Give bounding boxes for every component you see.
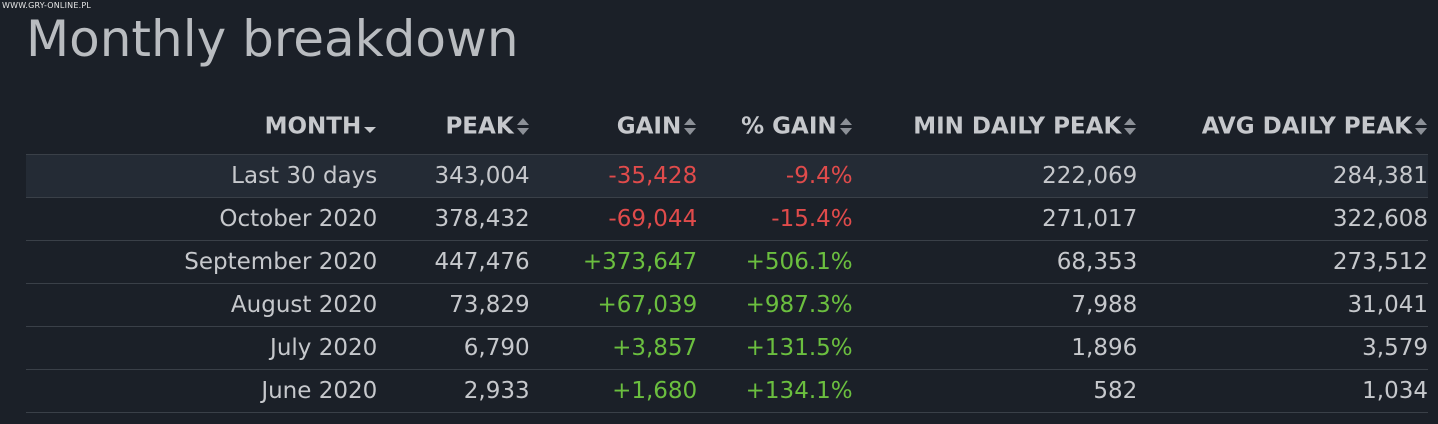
watermark: WWW.GRY-ONLINE.PL	[2, 1, 92, 10]
peak-cell: 378,432	[377, 197, 530, 241]
column-header-label: MONTH	[264, 113, 362, 140]
min-daily-peak-cell: 1,896	[852, 326, 1138, 370]
avg-daily-peak-cell: 273,512	[1137, 240, 1428, 284]
month-cell: October 2020	[26, 197, 378, 241]
percent-gain-cell: +134.1%	[697, 369, 853, 413]
column-header-peak[interactable]: PEAK	[377, 98, 529, 155]
column-header-label: % GAIN	[741, 113, 837, 140]
percent-gain-cell: +131.5%	[697, 326, 853, 370]
avg-daily-peak-cell: 284,381	[1137, 154, 1428, 198]
column-header-label: AVG DAILY PEAK	[1201, 113, 1412, 140]
column-header-min-daily-peak[interactable]: MIN DAILY PEAK	[853, 98, 1138, 155]
month-cell: September 2020	[26, 240, 378, 284]
min-daily-peak-cell: 222,069	[852, 154, 1138, 198]
gain-cell: -69,044	[529, 197, 698, 241]
column-header-label: MIN DAILY PEAK	[913, 113, 1122, 140]
sort-both-icon	[1414, 115, 1428, 137]
table-row: October 2020 378,432 -69,044 -15.4% 271,…	[26, 197, 1428, 241]
monthly-breakdown-table: MONTH PEAK GAIN % GAIN MIN DAILY PEAK AV…	[26, 98, 1428, 413]
sort-both-icon	[683, 115, 697, 137]
column-header-percent-gain[interactable]: % GAIN	[697, 98, 852, 155]
avg-daily-peak-cell: 3,579	[1137, 326, 1428, 370]
sort-both-icon	[516, 115, 530, 137]
month-cell: Last 30 days	[26, 154, 378, 198]
column-header-avg-daily-peak[interactable]: AVG DAILY PEAK	[1137, 98, 1428, 155]
percent-gain-cell: +987.3%	[697, 283, 853, 327]
gain-cell: +3,857	[529, 326, 698, 370]
avg-daily-peak-cell: 322,608	[1137, 197, 1428, 241]
table-row: July 2020 6,790 +3,857 +131.5% 1,896 3,5…	[26, 326, 1428, 370]
page-title: Monthly breakdown	[26, 10, 519, 68]
gain-cell: +373,647	[529, 240, 698, 284]
min-daily-peak-cell: 582	[852, 369, 1138, 413]
min-daily-peak-cell: 271,017	[852, 197, 1138, 241]
table-header-row: MONTH PEAK GAIN % GAIN MIN DAILY PEAK AV…	[26, 98, 1428, 155]
column-header-label: PEAK	[445, 113, 514, 140]
gain-cell: +1,680	[529, 369, 698, 413]
peak-cell: 343,004	[377, 154, 530, 198]
table-row: August 2020 73,829 +67,039 +987.3% 7,988…	[26, 283, 1428, 327]
peak-cell: 447,476	[377, 240, 530, 284]
percent-gain-cell: -15.4%	[697, 197, 853, 241]
avg-daily-peak-cell: 1,034	[1137, 369, 1428, 413]
peak-cell: 73,829	[377, 283, 530, 327]
column-header-month[interactable]: MONTH	[26, 98, 377, 155]
min-daily-peak-cell: 7,988	[852, 283, 1138, 327]
month-cell: July 2020	[26, 326, 378, 370]
min-daily-peak-cell: 68,353	[852, 240, 1138, 284]
month-cell: June 2020	[26, 369, 378, 413]
gain-cell: -35,428	[529, 154, 698, 198]
avg-daily-peak-cell: 31,041	[1137, 283, 1428, 327]
peak-cell: 2,933	[377, 369, 530, 413]
sort-both-icon	[839, 115, 853, 137]
table-row: June 2020 2,933 +1,680 +134.1% 582 1,034	[26, 369, 1428, 413]
peak-cell: 6,790	[377, 326, 530, 370]
table-row: September 2020 447,476 +373,647 +506.1% …	[26, 240, 1428, 284]
gain-cell: +67,039	[529, 283, 698, 327]
percent-gain-cell: -9.4%	[697, 154, 853, 198]
percent-gain-cell: +506.1%	[697, 240, 853, 284]
sort-both-icon	[1123, 115, 1137, 137]
column-header-gain[interactable]: GAIN	[530, 98, 698, 155]
table-row: Last 30 days 343,004 -35,428 -9.4% 222,0…	[26, 154, 1428, 198]
column-header-label: GAIN	[616, 113, 682, 140]
caret-down-icon	[363, 115, 377, 137]
month-cell: August 2020	[26, 283, 378, 327]
